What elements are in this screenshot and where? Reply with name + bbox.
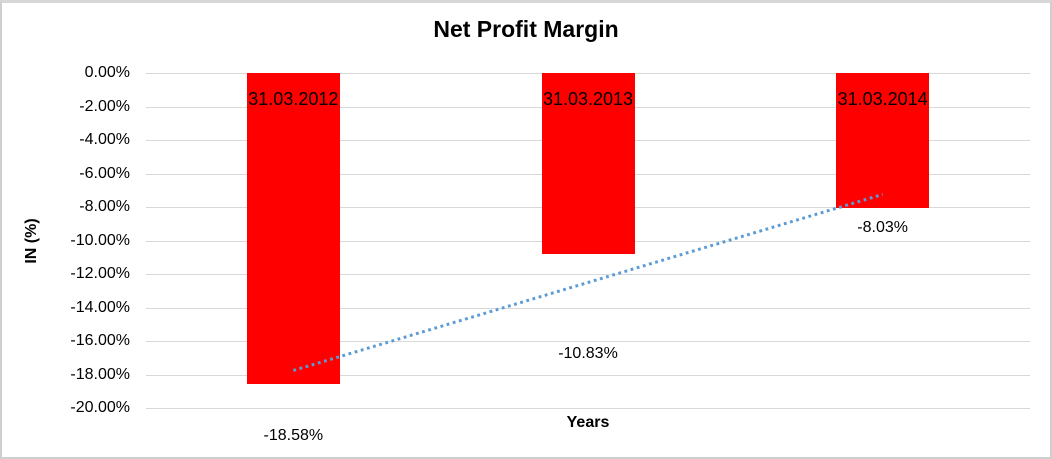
- category-label: 31.03.2013: [542, 89, 634, 109]
- y-axis-tick-label: -4.00%: [79, 131, 130, 148]
- y-axis-tick-label: -8.00%: [79, 198, 130, 215]
- y-axis-tick-label: -2.00%: [79, 97, 130, 115]
- gridline: [146, 274, 1030, 275]
- category-label: 31.03.2012: [248, 89, 339, 109]
- chart-title: Net Profit Margin: [433, 16, 619, 42]
- value-label: -18.58%: [263, 427, 324, 445]
- y-axis-tick-label: -18.00%: [70, 365, 130, 383]
- y-axis-tick-label: -14.00%: [70, 298, 130, 316]
- y-axis-tick-label: 0.00%: [84, 64, 130, 81]
- plot-area: 31.03.2012 31.03.2013 31.03.2014: [146, 73, 1030, 409]
- y-axis-tick-label: -20.00%: [70, 399, 130, 416]
- value-label: -8.03%: [857, 219, 909, 237]
- y-axis-tick-label: -16.00%: [70, 332, 130, 349]
- gridline: [146, 408, 1030, 409]
- bar-31.03.2013: [541, 73, 635, 255]
- gridline: [146, 307, 1030, 309]
- value-label: -10.83%: [558, 344, 618, 362]
- bar-31.03.2014: [836, 73, 930, 208]
- x-axis-title: Years: [566, 414, 610, 431]
- y-axis-tick-label: -12.00%: [70, 265, 130, 282]
- trendline: [292, 193, 884, 372]
- bar-31.03.2012: [246, 73, 340, 385]
- y-axis-tick-label: -6.00%: [79, 164, 130, 182]
- category-label: 31.03.2014: [837, 89, 928, 109]
- gridline: [146, 374, 1030, 376]
- gridline: [146, 341, 1030, 342]
- y-axis-tick-label: -10.00%: [70, 231, 130, 249]
